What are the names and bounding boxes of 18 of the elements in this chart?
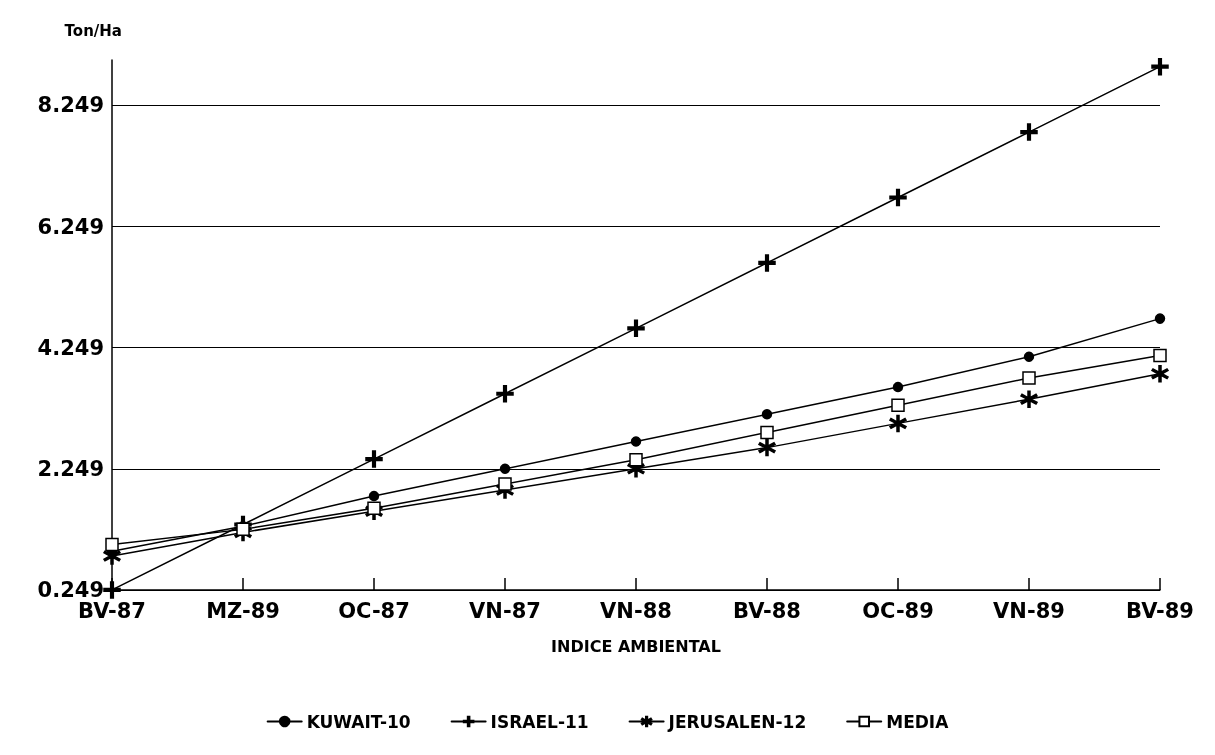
x-axis-title: INDICE AMBIENTAL: [551, 636, 721, 656]
legend-label: MEDIA: [886, 711, 950, 732]
y-tick-label: 8.249: [37, 93, 104, 118]
x-tick-label: MZ-89: [206, 598, 280, 623]
y-tick-label: 2.249: [37, 456, 104, 481]
y-tick-label: 6.249: [37, 214, 104, 239]
x-tick-label: VN-89: [993, 598, 1065, 623]
legend-label: ISRAEL-11: [490, 711, 589, 732]
y-tick-label: 4.249: [37, 335, 104, 360]
x-tick-label: OC-89: [862, 598, 934, 623]
x-tick-label: VN-87: [469, 598, 541, 623]
x-tick-label: BV-88: [733, 598, 801, 623]
legend-label: KUWAIT-10: [306, 711, 411, 732]
y-axis-title: Ton/Ha: [64, 21, 122, 40]
x-tick-label: BV-89: [1126, 598, 1194, 623]
legend-label: JERUSALEN-12: [667, 711, 807, 732]
x-tick-label: VN-88: [600, 598, 672, 623]
x-tick-label: OC-87: [338, 598, 410, 623]
